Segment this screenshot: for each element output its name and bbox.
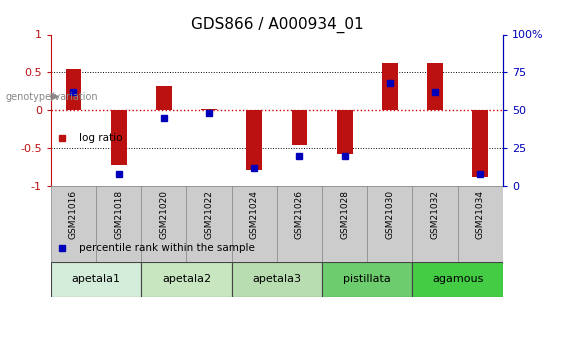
Bar [337, 110, 353, 155]
Text: GSM21026: GSM21026 [295, 190, 304, 239]
Bar [51, 186, 96, 262]
Bar [322, 186, 367, 262]
Bar [292, 110, 307, 145]
Bar [141, 186, 186, 262]
Text: apetala1: apetala1 [72, 275, 120, 284]
Text: percentile rank within the sample: percentile rank within the sample [79, 244, 255, 253]
Text: GSM21034: GSM21034 [476, 190, 485, 239]
Bar [427, 63, 443, 110]
Bar [458, 186, 503, 262]
Bar [382, 63, 398, 110]
Text: GSM21018: GSM21018 [114, 190, 123, 239]
Bar [96, 186, 141, 262]
Bar [277, 186, 322, 262]
Text: GSM21016: GSM21016 [69, 190, 78, 239]
Title: GDS866 / A000934_01: GDS866 / A000934_01 [190, 17, 363, 33]
Text: log ratio: log ratio [79, 133, 123, 143]
Bar [156, 86, 172, 110]
Bar [367, 186, 412, 262]
Text: apetala3: apetala3 [253, 275, 301, 284]
Bar [141, 262, 232, 297]
Bar [66, 69, 81, 110]
Text: genotype/variation: genotype/variation [6, 92, 98, 101]
Text: GSM21030: GSM21030 [385, 190, 394, 239]
Text: GSM21020: GSM21020 [159, 190, 168, 239]
Bar [111, 110, 127, 165]
Bar [51, 262, 141, 297]
Text: GSM21024: GSM21024 [250, 190, 259, 239]
Bar [412, 186, 458, 262]
Bar [232, 262, 322, 297]
Bar [412, 262, 503, 297]
Text: GSM21028: GSM21028 [340, 190, 349, 239]
Text: pistillata: pistillata [344, 275, 391, 284]
Bar [322, 262, 412, 297]
Text: agamous: agamous [432, 275, 483, 284]
Text: GSM21032: GSM21032 [431, 190, 440, 239]
Bar [201, 109, 217, 110]
Bar [246, 110, 262, 170]
Bar [186, 186, 232, 262]
Text: apetala2: apetala2 [162, 275, 211, 284]
Bar [232, 186, 277, 262]
Bar [472, 110, 488, 177]
Text: GSM21022: GSM21022 [205, 190, 214, 239]
